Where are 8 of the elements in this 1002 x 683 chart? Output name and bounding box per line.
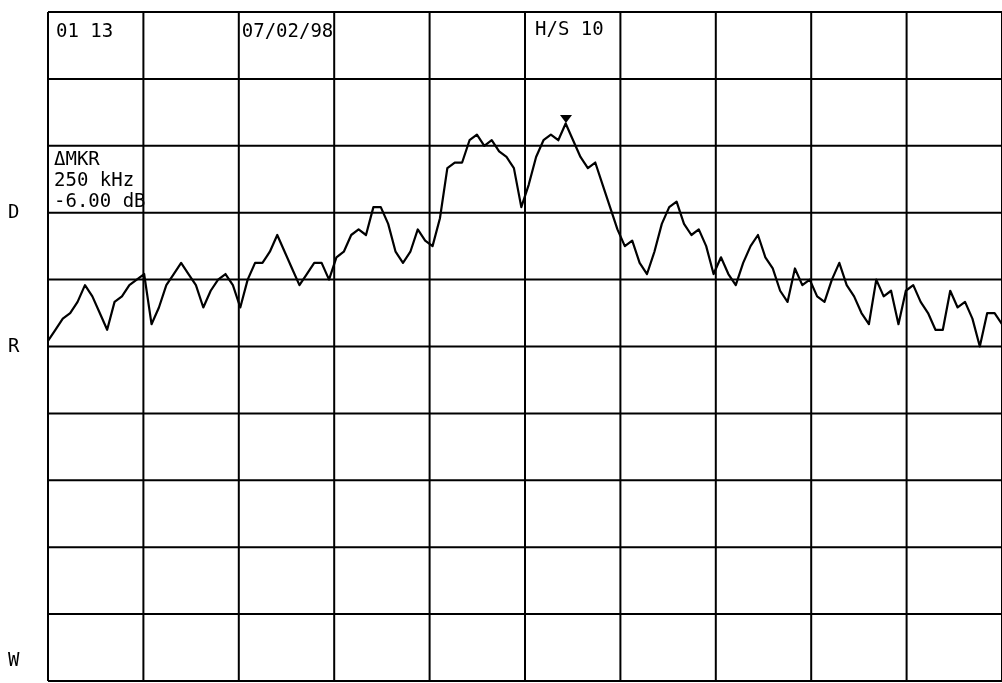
- text: W: [8, 647, 20, 670]
- text: 01 13: [56, 19, 114, 41]
- text: D: [8, 199, 20, 222]
- text: H/S 10: [535, 17, 604, 39]
- annotation: ΔMKR: [54, 146, 100, 169]
- annotation: 250 kHz: [54, 167, 135, 190]
- text: 07/02/98: [241, 19, 334, 41]
- text: R: [8, 333, 20, 356]
